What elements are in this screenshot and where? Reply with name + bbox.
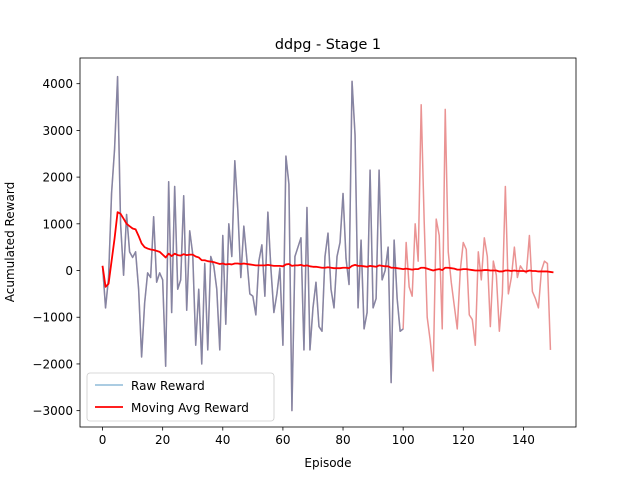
series-line-raw-reward-overlay (101, 75, 404, 412)
y-axis-title: Acumulated Reward (3, 182, 17, 302)
x-tick-label: 20 (155, 433, 170, 447)
y-tick-label: 1000 (42, 217, 73, 231)
y-tick-label: 4000 (42, 77, 73, 91)
plot-frame (79, 57, 577, 428)
y-tick-label: −1000 (32, 311, 73, 325)
y-tick-label: −3000 (32, 404, 73, 418)
x-tick-label: 100 (392, 433, 415, 447)
legend-label-raw-reward: Raw Reward (131, 379, 205, 393)
x-tick-label: 80 (335, 433, 350, 447)
y-tick-label: 3000 (42, 124, 73, 138)
y-axis: −3000 −2000 −1000 0 1000 2000 3000 4000 (32, 77, 80, 418)
x-tick-label: 60 (275, 433, 290, 447)
x-tick-label: 140 (512, 433, 535, 447)
x-axis-title: Episode (304, 456, 351, 470)
series-line-moving-avg-reward (101, 211, 554, 288)
x-tick-label: 40 (215, 433, 230, 447)
legend: Raw Reward Moving Avg Reward (86, 372, 275, 422)
y-tick-label: 2000 (42, 171, 73, 185)
x-tick-label: 0 (99, 433, 107, 447)
chart-title: ddpg - Stage 1 (275, 37, 381, 53)
x-axis: 0 20 40 60 80 100 120 140 (99, 427, 535, 447)
series-layer (101, 75, 554, 412)
legend-label-moving-avg-reward: Moving Avg Reward (131, 401, 249, 415)
legend-box (86, 372, 275, 422)
y-tick-label: −2000 (32, 357, 73, 371)
x-tick-label: 120 (452, 433, 475, 447)
y-tick-label: 0 (65, 264, 73, 278)
